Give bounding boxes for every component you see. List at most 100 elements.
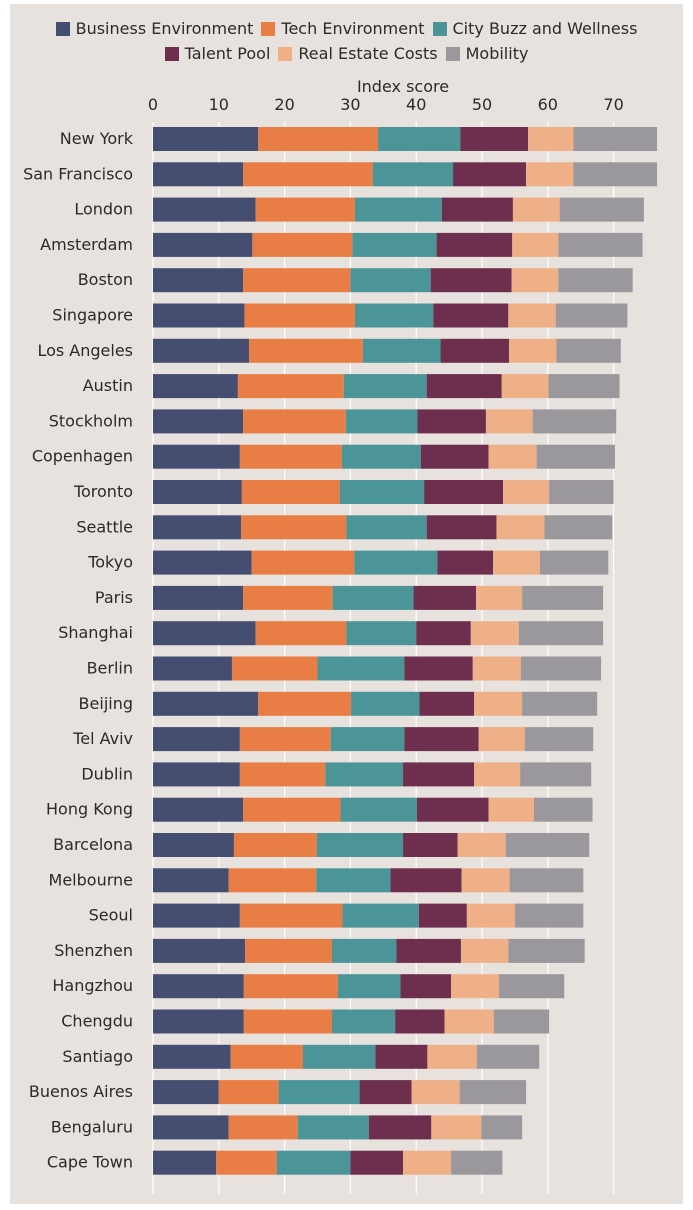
legend-label: City Buzz and Wellness	[452, 19, 638, 38]
category-label-stockholm: Stockholm	[49, 411, 133, 430]
bar-hangzhou-talent-pool	[400, 974, 452, 999]
bar-copenhagen-talent-pool	[420, 444, 489, 469]
legend-item-city-buzz: City Buzz and Wellness	[432, 19, 638, 38]
bar-toronto-city-buzz-and-wellness	[339, 480, 425, 504]
bar-paris-real-estate-costs	[476, 585, 523, 610]
bar-stockholm-real-estate-costs	[485, 409, 533, 434]
bar-los-angeles-mobility	[556, 338, 621, 363]
bar-stockholm-city-buzz-and-wellness	[345, 409, 418, 434]
bar-paris-business-environment	[153, 585, 244, 610]
bar-london-mobility	[559, 197, 644, 222]
bar-amsterdam-city-buzz-and-wellness	[352, 232, 437, 257]
bar-bengaluru-mobility	[481, 1115, 523, 1140]
bar-austin-tech-environment	[237, 374, 344, 399]
bar-seattle-real-estate-costs	[496, 515, 545, 540]
bar-los-angeles-city-buzz-and-wellness	[362, 338, 441, 363]
x-axis-label: Index score	[357, 77, 449, 96]
bar-beijing-business-environment	[153, 691, 259, 716]
bar-tokyo-city-buzz-and-wellness	[354, 550, 438, 575]
bar-london-tech-environment	[255, 197, 356, 222]
bar-copenhagen-business-environment	[153, 444, 240, 469]
bar-barcelona-business-environment	[153, 833, 234, 857]
bar-dublin-real-estate-costs	[474, 762, 521, 787]
category-label-chengdu: Chengdu	[61, 1012, 133, 1031]
category-label-berlin: Berlin	[87, 659, 133, 678]
bar-dublin-business-environment	[153, 762, 240, 787]
x-tick-label-20: 20	[274, 95, 294, 114]
legend-swatch	[164, 46, 179, 61]
legend-label: Talent Pool	[184, 44, 271, 63]
legend: Business Environment Tech Environment Ci…	[10, 16, 683, 66]
category-label-hong-kong: Hong Kong	[46, 800, 133, 819]
bar-london-talent-pool	[441, 197, 513, 222]
bar-shanghai-mobility	[518, 621, 604, 646]
bar-buenos-aires-mobility	[459, 1080, 527, 1105]
x-tick-label-0: 0	[148, 95, 158, 114]
bar-seattle-business-environment	[153, 515, 242, 540]
bar-shenzhen-city-buzz-and-wellness	[331, 938, 397, 963]
category-label-toronto: Toronto	[73, 482, 133, 501]
bar-bengaluru-tech-environment	[228, 1115, 298, 1140]
bar-los-angeles-real-estate-costs	[508, 338, 557, 363]
legend-item-mobility: Mobility	[445, 44, 528, 63]
category-labels: New York San Francisco London Amsterdam Bost…	[23, 129, 134, 1172]
bar-melbourne-mobility	[509, 868, 584, 893]
bar-melbourne-business-environment	[153, 868, 229, 893]
bar-dublin-talent-pool	[403, 762, 475, 787]
bar-los-angeles-tech-environment	[249, 338, 363, 363]
bar-boston-city-buzz-and-wellness	[350, 268, 431, 293]
bar-paris-tech-environment	[243, 585, 333, 610]
bar-seattle-mobility	[544, 515, 613, 540]
bar-chengdu-talent-pool	[395, 1009, 445, 1034]
category-label-shenzhen: Shenzhen	[54, 941, 133, 960]
bar-singapore-mobility	[555, 303, 628, 328]
bar-tokyo-talent-pool	[437, 550, 494, 575]
bar-boston-mobility	[558, 268, 633, 293]
bar-tel-aviv-talent-pool	[404, 727, 479, 752]
bar-austin-talent-pool	[426, 374, 502, 399]
bar-singapore-real-estate-costs	[508, 303, 556, 328]
bar-london-city-buzz-and-wellness	[355, 197, 442, 222]
bar-buenos-aires-city-buzz-and-wellness	[278, 1080, 360, 1105]
legend-swatch	[55, 21, 70, 36]
bar-shenzhen-business-environment	[153, 938, 246, 963]
bar-stockholm-tech-environment	[243, 409, 346, 434]
legend-item-business-environment: Business Environment	[55, 19, 253, 38]
legend-row-2: Talent Pool Real Estate Costs Mobility	[10, 41, 683, 66]
bar-paris-city-buzz-and-wellness	[332, 585, 414, 610]
bar-beijing-mobility	[522, 691, 598, 716]
bar-boston-real-estate-costs	[511, 268, 559, 293]
legend-swatch	[261, 21, 276, 36]
bar-copenhagen-tech-environment	[239, 444, 342, 469]
bar-shanghai-city-buzz-and-wellness	[346, 621, 417, 646]
bar-seoul-city-buzz-and-wellness	[342, 903, 419, 928]
bar-melbourne-real-estate-costs	[461, 868, 510, 893]
x-tick-label-60: 60	[538, 95, 558, 114]
bar-toronto-talent-pool	[424, 480, 504, 504]
bar-beijing-talent-pool	[419, 691, 475, 716]
legend-label: Real Estate Costs	[298, 44, 438, 63]
bar-paris-talent-pool	[413, 585, 477, 610]
legend-item-tech-environment: Tech Environment	[261, 19, 425, 38]
bar-san-francisco-tech-environment	[243, 162, 373, 187]
bar-beijing-real-estate-costs	[474, 691, 523, 716]
x-tick-label-40: 40	[406, 95, 426, 114]
bar-london-business-environment	[153, 197, 256, 222]
bar-hong-kong-business-environment	[153, 797, 244, 822]
bar-santiago-tech-environment	[230, 1044, 304, 1069]
legend-item-talent-pool: Talent Pool	[164, 44, 271, 63]
category-label-bengaluru: Bengaluru	[51, 1117, 133, 1136]
bar-cape-town-mobility	[451, 1150, 503, 1175]
bar-chengdu-tech-environment	[243, 1009, 332, 1034]
x-tick-label-30: 30	[340, 95, 360, 114]
bar-shanghai-real-estate-costs	[470, 621, 519, 646]
bar-chengdu-real-estate-costs	[444, 1009, 494, 1034]
bar-new-york-talent-pool	[460, 127, 529, 151]
bar-seoul-mobility	[514, 903, 584, 928]
bar-seoul-real-estate-costs	[466, 903, 515, 928]
bar-chengdu-mobility	[493, 1009, 550, 1034]
legend-swatch	[445, 46, 460, 61]
bar-santiago-city-buzz-and-wellness	[303, 1044, 376, 1069]
category-label-amsterdam: Amsterdam	[40, 235, 133, 254]
bar-london-real-estate-costs	[512, 197, 560, 222]
